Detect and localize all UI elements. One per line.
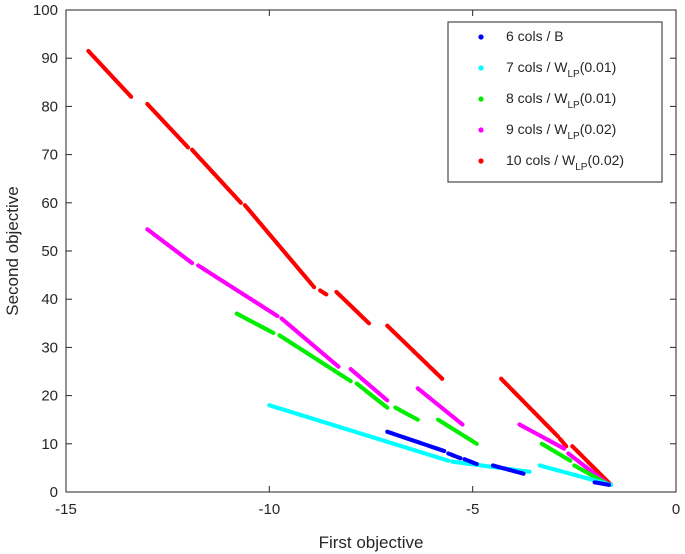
- y-tick-label: 70: [41, 147, 58, 164]
- data-point: [521, 471, 526, 476]
- legend-item: 7 cols / WLP(0.01): [478, 59, 616, 80]
- y-tick-label: 40: [41, 291, 58, 308]
- data-point: [385, 405, 390, 410]
- series-0: [86, 48, 614, 487]
- data-point: [336, 364, 341, 369]
- data-point: [271, 330, 276, 336]
- legend-marker: [478, 127, 484, 133]
- series-4: [385, 429, 612, 487]
- y-tick-label: 0: [50, 484, 58, 501]
- data-point: [128, 94, 134, 99]
- legend-item: 8 cols / WLP(0.01): [478, 90, 616, 111]
- data-point: [606, 482, 612, 487]
- y-axis-label: Second objective: [3, 186, 22, 315]
- data-point: [238, 200, 243, 205]
- data-point: [458, 456, 463, 461]
- legend: 6 cols / B 7 cols / WLP(0.01) 8 cols / WLP…: [447, 21, 663, 183]
- ticks-layer: -15 -10 -5 0 0 10 20 30 40 50 60 70 80 90 100: [33, 2, 680, 518]
- data-point: [562, 446, 567, 451]
- data-point: [474, 441, 479, 446]
- data-point: [185, 145, 191, 150]
- data-point: [415, 417, 420, 422]
- x-tick-label: -10: [258, 501, 280, 518]
- y-tick-label: 60: [41, 195, 58, 212]
- legend-marker: [478, 96, 484, 102]
- legend-box: [447, 21, 663, 183]
- data-point: [366, 321, 372, 326]
- x-tick-label: 0: [672, 501, 680, 518]
- y-tick-label: 100: [33, 2, 58, 19]
- data-point: [324, 292, 329, 297]
- data-point: [460, 422, 465, 427]
- legend-label: 7 cols / WLP(0.01): [506, 59, 616, 80]
- legend-label: 9 cols / WLP(0.02): [506, 121, 616, 142]
- series-1: [145, 227, 612, 487]
- data-point: [189, 260, 195, 266]
- legend-label: 8 cols / WLP(0.01): [506, 90, 616, 111]
- x-tick-label: -15: [55, 501, 77, 518]
- data-point: [474, 461, 479, 467]
- legend-marker: [478, 34, 484, 40]
- data-point: [446, 458, 451, 463]
- data-point: [275, 313, 280, 319]
- y-tick-label: 20: [41, 388, 58, 405]
- series-layer: [86, 48, 614, 487]
- data-point: [442, 448, 447, 454]
- series-2: [234, 311, 612, 487]
- legend-item: 6 cols / B: [478, 28, 564, 44]
- y-tick-label: 30: [41, 339, 58, 356]
- x-tick-label: -5: [466, 501, 479, 518]
- y-tick-label: 10: [41, 436, 58, 453]
- y-tick-label: 50: [41, 243, 58, 260]
- legend-marker: [478, 158, 484, 164]
- data-point: [385, 398, 390, 403]
- x-axis-label: First objective: [319, 533, 424, 552]
- data-point: [568, 458, 573, 463]
- data-point: [311, 285, 317, 290]
- y-tick-label: 80: [41, 98, 58, 115]
- legend-label: 6 cols / B: [506, 28, 564, 44]
- legend-marker: [478, 65, 484, 71]
- y-tick-label: 90: [41, 50, 58, 67]
- data-point: [440, 376, 445, 381]
- legend-item: 10 cols / WLP(0.02): [478, 152, 624, 173]
- legend-label: 10 cols / WLP(0.02): [506, 152, 624, 173]
- data-point: [348, 379, 353, 384]
- data-point: [527, 469, 532, 474]
- legend-item: 9 cols / WLP(0.02): [478, 121, 616, 142]
